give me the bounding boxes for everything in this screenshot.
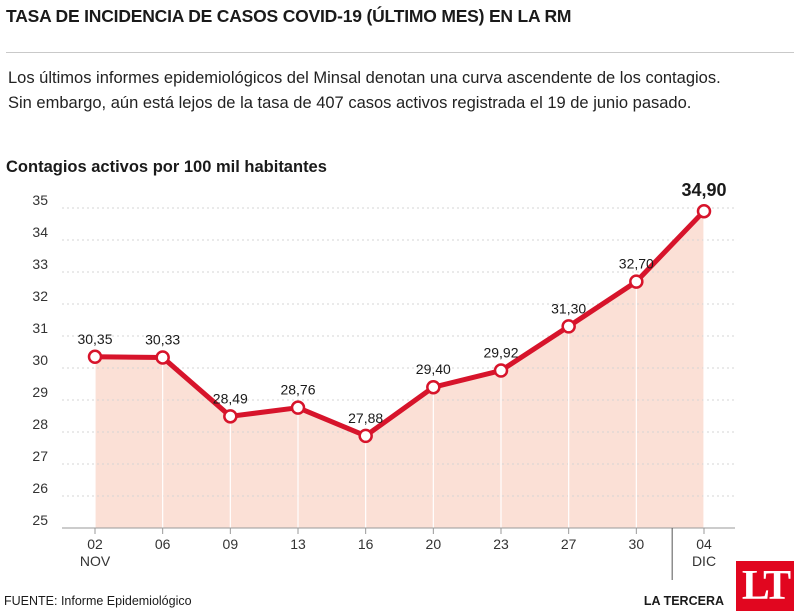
x-tick-label: 02 bbox=[87, 536, 103, 552]
y-tick-label: 30 bbox=[32, 352, 48, 368]
data-label: 27,88 bbox=[348, 410, 383, 426]
month-label: DIC bbox=[692, 553, 716, 569]
data-label: 34,90 bbox=[681, 180, 726, 200]
data-point bbox=[696, 203, 712, 219]
data-point bbox=[426, 379, 441, 395]
chart-subtitle: Contagios activos por 100 mil habitantes bbox=[6, 158, 327, 176]
data-label: 30,33 bbox=[145, 331, 180, 347]
chart-description: Los últimos informes epidemiológicos del… bbox=[8, 69, 721, 112]
y-tick-label: 35 bbox=[32, 192, 48, 208]
y-tick-label: 25 bbox=[32, 512, 48, 528]
month-label: NOV bbox=[80, 553, 111, 569]
brand-name: LA TERCERA bbox=[643, 594, 724, 608]
y-tick-label: 31 bbox=[32, 320, 48, 336]
brand-logo: LT bbox=[736, 561, 794, 611]
data-point bbox=[561, 319, 576, 334]
x-tick-label: 30 bbox=[629, 536, 645, 552]
data-label: 28,49 bbox=[213, 390, 248, 406]
x-tick-label: 13 bbox=[290, 536, 306, 552]
y-tick-label: 34 bbox=[32, 224, 48, 240]
data-point bbox=[87, 349, 103, 365]
x-tick-label: 09 bbox=[223, 536, 239, 552]
y-tick-label: 29 bbox=[32, 384, 48, 400]
y-tick-label: 28 bbox=[32, 416, 48, 432]
data-point bbox=[290, 400, 306, 415]
data-label: 32,70 bbox=[619, 256, 654, 272]
x-tick-label: 20 bbox=[426, 536, 442, 552]
data-label: 29,92 bbox=[483, 345, 518, 361]
data-label: 29,40 bbox=[416, 361, 451, 377]
data-label: 31,30 bbox=[551, 300, 586, 316]
x-tick-label: 23 bbox=[493, 536, 509, 552]
x-tick-label: 04 bbox=[696, 536, 712, 552]
data-point bbox=[629, 274, 644, 289]
chart-title: TASA DE INCIDENCIA DE CASOS COVID-19 (ÚL… bbox=[6, 6, 572, 26]
y-tick-label: 32 bbox=[32, 288, 48, 304]
y-tick-label: 26 bbox=[32, 480, 48, 496]
x-tick-label: 27 bbox=[561, 536, 577, 552]
y-tick-label: 33 bbox=[32, 256, 48, 272]
source-note: FUENTE: Informe Epidemiológico bbox=[4, 594, 192, 608]
area-fill bbox=[95, 211, 704, 528]
data-label: 30,35 bbox=[77, 331, 112, 347]
data-point bbox=[493, 363, 509, 378]
x-tick-label: 06 bbox=[155, 536, 171, 552]
data-point bbox=[358, 428, 373, 444]
data-point bbox=[155, 350, 170, 365]
data-label: 28,76 bbox=[280, 382, 315, 398]
data-point bbox=[223, 409, 238, 424]
y-tick-label: 27 bbox=[32, 448, 48, 464]
x-tick-label: 16 bbox=[358, 536, 374, 552]
title-divider bbox=[6, 52, 794, 53]
series-line bbox=[92, 208, 707, 439]
